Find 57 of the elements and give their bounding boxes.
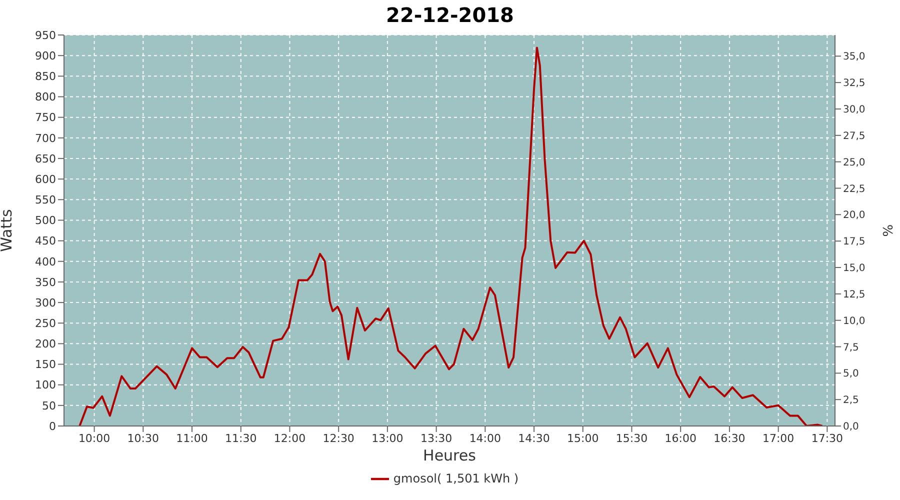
y-tick-label: 700 [35, 132, 56, 145]
y-tick-label: 750 [35, 111, 56, 124]
y2-tick-label: 2,5 [843, 395, 859, 406]
y-tick-label: 100 [35, 378, 56, 392]
y-tick-label: 200 [35, 338, 56, 351]
y2-tick-label: 15,0 [843, 263, 866, 274]
x-tick-label: 15:00 [567, 432, 599, 445]
y-tick-label: 950 [35, 28, 56, 42]
x-tick-label: 16:30 [714, 432, 746, 445]
y-tick-label: 350 [35, 276, 56, 289]
y-tick-label: 600 [35, 172, 56, 186]
y-tick-label: 800 [35, 90, 56, 104]
x-tick-label: 10:00 [78, 432, 110, 445]
x-tick-label: 12:00 [274, 432, 306, 445]
y-tick-label: 0 [49, 420, 56, 433]
y-tick-label: 550 [35, 194, 56, 207]
y2-tick-label: 30,0 [843, 104, 866, 116]
x-tick-label: 12:30 [322, 432, 354, 445]
x-tick-label: 14:00 [469, 432, 502, 445]
y-tick-label: 900 [35, 49, 56, 62]
x-tick-label: 13:00 [372, 432, 404, 445]
x-axis-title: Heures [423, 446, 476, 465]
chart-title: 22-12-2018 [385, 2, 515, 29]
y-tick-label: 650 [35, 152, 56, 166]
y2-tick-label: 5,0 [843, 368, 859, 380]
x-tick-label: 16:00 [664, 432, 696, 445]
x-tick-label: 14:30 [518, 432, 550, 445]
y-tick-label: 400 [35, 255, 56, 268]
y2-tick-label: 35,0 [843, 52, 866, 63]
y-tick-label: 450 [35, 234, 56, 248]
y-tick-label: 150 [35, 358, 56, 372]
y2-axis-title: % [882, 224, 897, 237]
x-tick-label: 13:30 [420, 432, 452, 445]
y-tick-label: 250 [35, 317, 56, 330]
y2-tick-label: 22,5 [843, 184, 866, 195]
y2-tick-label: 17,5 [843, 236, 866, 248]
y-tick-label: 500 [35, 214, 56, 228]
y-tick-label: 850 [35, 70, 56, 84]
y2-tick-label: 0,0 [843, 422, 859, 433]
y-tick-label: 300 [35, 296, 56, 310]
y2-tick-label: 20,0 [843, 210, 866, 222]
y2-tick-label: 10,0 [843, 316, 866, 327]
x-tick-label: 11:00 [176, 432, 208, 445]
x-tick-label: 11:30 [225, 432, 257, 445]
y2-tick-label: 25,0 [843, 157, 866, 168]
x-tick-label: 10:30 [127, 432, 160, 445]
y2-tick-label: 32,5 [843, 78, 866, 90]
y2-tick-label: 12,5 [843, 289, 866, 300]
x-tick-label: 17:00 [762, 432, 794, 445]
x-tick-label: 15:30 [616, 432, 648, 445]
x-tick-label: 17:30 [811, 432, 844, 445]
y2-tick-label: 27,5 [843, 130, 866, 142]
y2-tick-label: 7,5 [843, 342, 859, 354]
y-axis-title: Watts [0, 209, 16, 252]
y-tick-label: 50 [42, 399, 56, 412]
legend-label: gmosol( 1,501 kWh ) [393, 471, 519, 486]
line-series [78, 46, 824, 426]
